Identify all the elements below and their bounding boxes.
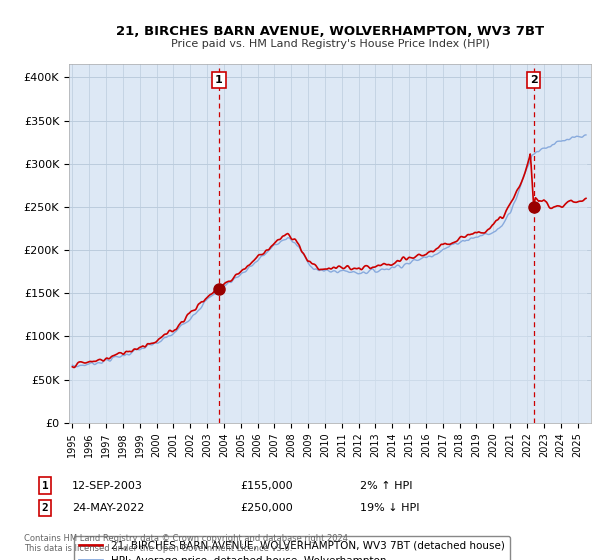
Text: 19% ↓ HPI: 19% ↓ HPI [360, 503, 419, 513]
Text: Price paid vs. HM Land Registry's House Price Index (HPI): Price paid vs. HM Land Registry's House … [170, 39, 490, 49]
Text: 2: 2 [41, 503, 49, 513]
Text: Contains HM Land Registry data © Crown copyright and database right 2024.
This d: Contains HM Land Registry data © Crown c… [24, 534, 350, 553]
Text: £155,000: £155,000 [240, 480, 293, 491]
Text: 24-MAY-2022: 24-MAY-2022 [72, 503, 145, 513]
Text: 2% ↑ HPI: 2% ↑ HPI [360, 480, 413, 491]
Text: £250,000: £250,000 [240, 503, 293, 513]
Text: 12-SEP-2003: 12-SEP-2003 [72, 480, 143, 491]
Text: 2: 2 [530, 75, 538, 85]
Text: 1: 1 [41, 480, 49, 491]
Legend: 21, BIRCHES BARN AVENUE, WOLVERHAMPTON, WV3 7BT (detached house), HPI: Average p: 21, BIRCHES BARN AVENUE, WOLVERHAMPTON, … [74, 535, 510, 560]
Text: 1: 1 [215, 75, 223, 85]
Text: 21, BIRCHES BARN AVENUE, WOLVERHAMPTON, WV3 7BT: 21, BIRCHES BARN AVENUE, WOLVERHAMPTON, … [116, 25, 544, 38]
